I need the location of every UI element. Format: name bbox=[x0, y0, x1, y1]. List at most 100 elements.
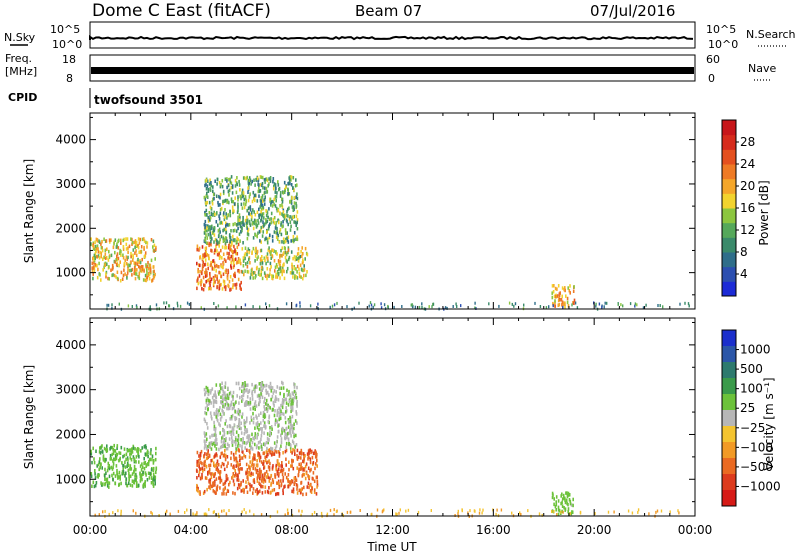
data-cell-r3 bbox=[251, 179, 253, 184]
data-cell-r1 bbox=[292, 490, 295, 494]
data-cell-r1 bbox=[248, 472, 251, 476]
data-cell-r2 bbox=[219, 390, 221, 394]
data-cell-r1 bbox=[259, 482, 261, 487]
data-cell-r1 bbox=[258, 452, 261, 456]
data-cell-r1 bbox=[237, 475, 239, 479]
data-cell-r2 bbox=[206, 388, 209, 393]
data-cell-r3 bbox=[285, 218, 288, 222]
data-cell-r1 bbox=[226, 464, 228, 469]
data-cell-r1 bbox=[212, 489, 215, 493]
data-cell-r2 bbox=[255, 445, 258, 450]
data-cell-r2 bbox=[209, 445, 211, 449]
near-range-echo bbox=[301, 509, 303, 513]
near-range-echo bbox=[527, 509, 529, 513]
data-cell-r1 bbox=[296, 487, 298, 491]
data-cell-r3 bbox=[222, 189, 225, 194]
data-cell-r0 bbox=[113, 443, 115, 448]
data-cell-r0 bbox=[129, 474, 132, 478]
data-cell-r0 bbox=[154, 482, 156, 486]
near-range-echo bbox=[603, 305, 605, 309]
data-cell-r3 bbox=[259, 189, 261, 193]
data-cell-r2 bbox=[270, 446, 272, 451]
data-cell-r2 bbox=[276, 385, 279, 389]
data-cell-r2 bbox=[255, 414, 257, 418]
data-cell-r3 bbox=[250, 211, 253, 215]
data-cell-r3 bbox=[287, 192, 289, 196]
data-cell-r2 bbox=[226, 424, 229, 429]
data-cell-r2 bbox=[288, 392, 290, 397]
data-cell-r1 bbox=[257, 453, 259, 457]
data-cell-r2 bbox=[295, 433, 297, 438]
data-cell-r0 bbox=[125, 471, 127, 475]
data-cell-r2 bbox=[270, 389, 273, 393]
data-cell-r2 bbox=[270, 250, 272, 254]
data-cell-r3 bbox=[221, 221, 224, 225]
data-cell-r2 bbox=[247, 439, 250, 443]
data-cell-r3 bbox=[245, 176, 247, 181]
data-cell-r2 bbox=[295, 412, 298, 416]
near-range-echo bbox=[622, 304, 624, 308]
data-cell-r3 bbox=[261, 194, 264, 198]
data-cell-r2 bbox=[279, 266, 282, 270]
data-cell-r3 bbox=[288, 178, 291, 182]
data-cell-r1 bbox=[221, 245, 224, 249]
data-cell-r2 bbox=[213, 420, 215, 425]
data-cell-r0 bbox=[108, 474, 111, 479]
data-cell-r2 bbox=[246, 388, 248, 392]
data-cell-r2 bbox=[258, 402, 260, 407]
data-cell-r0 bbox=[122, 247, 125, 251]
data-cell-r2 bbox=[231, 417, 233, 421]
data-cell-r0 bbox=[93, 268, 96, 273]
data-cell-r0 bbox=[141, 446, 143, 450]
data-cell-r2 bbox=[282, 263, 284, 268]
data-cell-r2 bbox=[256, 433, 259, 438]
data-cell-r3 bbox=[562, 493, 565, 498]
data-cell-r1 bbox=[243, 453, 245, 458]
data-cell-r1 bbox=[196, 278, 199, 282]
data-cell-r3 bbox=[205, 178, 208, 183]
near-range-echo bbox=[370, 303, 373, 307]
data-cell-r1 bbox=[275, 492, 277, 497]
data-cell-r2 bbox=[254, 385, 257, 389]
data-cell-r0 bbox=[139, 250, 142, 254]
data-cell-r1 bbox=[226, 455, 229, 459]
data-cell-r3 bbox=[239, 216, 241, 220]
data-cell-r3 bbox=[239, 224, 242, 229]
data-cell-r2 bbox=[223, 397, 226, 401]
data-cell-r2 bbox=[293, 255, 296, 259]
data-cell-r0 bbox=[102, 482, 104, 486]
data-cell-r0 bbox=[118, 475, 120, 479]
data-cell-r2 bbox=[218, 408, 220, 413]
velocity-heatmap bbox=[90, 380, 680, 519]
near-range-echo bbox=[106, 303, 108, 307]
data-cell-r0 bbox=[127, 468, 130, 472]
data-cell-r2 bbox=[234, 417, 237, 422]
data-cell-r3 bbox=[227, 213, 230, 217]
data-cell-r2 bbox=[260, 421, 262, 425]
data-cell-r0 bbox=[139, 464, 142, 468]
data-cell-r3 bbox=[248, 211, 250, 216]
data-cell-r3 bbox=[222, 213, 225, 217]
data-cell-r3 bbox=[565, 491, 567, 495]
data-cell-r0 bbox=[116, 276, 119, 281]
data-cell-r2 bbox=[292, 271, 295, 275]
data-cell-r0 bbox=[138, 264, 140, 269]
data-cell-r0 bbox=[106, 262, 108, 266]
data-cell-r3 bbox=[264, 195, 266, 199]
data-cell-r2 bbox=[249, 443, 251, 448]
data-cell-r2 bbox=[246, 429, 249, 434]
data-cell-r2 bbox=[205, 432, 208, 436]
data-cell-r1 bbox=[216, 468, 219, 473]
data-cell-r2 bbox=[287, 418, 290, 422]
data-cell-r2 bbox=[215, 409, 218, 414]
data-cell-r1 bbox=[264, 471, 266, 476]
data-cell-r0 bbox=[147, 471, 150, 475]
data-cell-r2 bbox=[276, 413, 278, 418]
nave-band bbox=[91, 67, 694, 74]
data-cell-r1 bbox=[311, 485, 313, 490]
data-cell-r3 bbox=[292, 186, 294, 190]
data-cell-r3 bbox=[218, 217, 221, 221]
data-cell-r3 bbox=[564, 500, 567, 505]
data-cell-r1 bbox=[223, 285, 226, 289]
